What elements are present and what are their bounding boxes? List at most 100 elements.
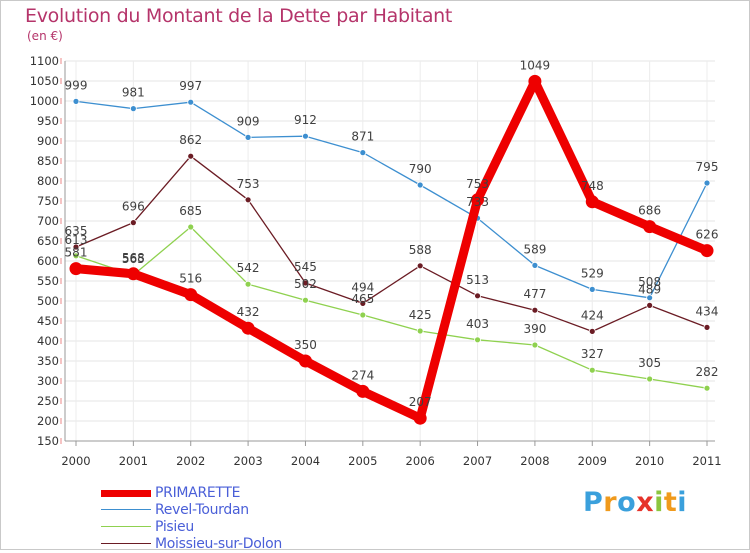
data-label: 635: [65, 224, 88, 238]
data-labels: 581 568 516 432 350 274 207 753 1049 748 686 626 999…: [65, 58, 719, 409]
y-tick-label: 300: [37, 374, 59, 388]
data-point: [244, 280, 252, 288]
data-label: 502: [294, 277, 317, 291]
data-label: 390: [523, 322, 546, 336]
data-point: [129, 105, 137, 112]
data-label: 795: [696, 160, 719, 174]
legend-item-moissieu-sur-dolon: Moissieu-sur-Dolon: [101, 536, 361, 553]
data-label: 581: [65, 246, 88, 260]
data-point: [359, 149, 367, 157]
logo-letter: P: [583, 487, 604, 518]
data-label: 753: [237, 177, 260, 191]
data-point: [646, 301, 654, 309]
legend-label: PRIMARETTE: [155, 485, 241, 501]
x-tick-label: 2011: [692, 454, 721, 468]
data-point: [416, 262, 424, 270]
data-point: [359, 299, 367, 307]
series-line-primarette: [71, 76, 712, 423]
data-label: 862: [179, 133, 202, 147]
data-label: 568: [122, 251, 145, 265]
data-point: [187, 152, 195, 160]
data-label: 508: [638, 275, 661, 289]
data-label: 207: [409, 395, 432, 409]
y-tick-label: 600: [37, 254, 59, 268]
logo-letter: x: [636, 487, 655, 518]
data-label: 327: [581, 347, 604, 361]
data-label: 403: [466, 317, 489, 331]
legend: PRIMARETTE Revel-Tourdan Pisieu Moissieu…: [101, 485, 361, 553]
data-label: 588: [409, 243, 432, 257]
data-label: 545: [294, 260, 317, 274]
data-point: [126, 267, 140, 281]
y-tick-label: 200: [37, 414, 59, 428]
data-label: 613: [65, 233, 88, 247]
data-point: [244, 196, 252, 204]
data-label: 997: [179, 79, 202, 93]
y-tick-label: 950: [37, 114, 59, 128]
chart-title: Evolution du Montant de la Dette par Hab…: [25, 5, 453, 27]
data-point: [72, 252, 80, 260]
data-point: [531, 306, 539, 314]
data-label: 477: [523, 287, 546, 301]
data-point: [588, 366, 596, 374]
logo-letter: r: [603, 487, 618, 518]
data-label: 350: [294, 338, 317, 352]
legend-item-primarette: PRIMARETTE: [101, 485, 361, 502]
data-point: [298, 354, 312, 368]
data-point: [184, 288, 198, 302]
y-tick-label: 800: [37, 174, 59, 188]
x-tick-label: 2000: [61, 454, 90, 468]
x-tick-label: 2002: [176, 454, 205, 468]
logo-letter: i: [677, 487, 688, 518]
data-point: [302, 132, 309, 140]
data-point: [471, 193, 485, 207]
data-label: 981: [122, 86, 145, 100]
legend-item-pisieu: Pisieu: [101, 519, 361, 536]
data-point: [646, 375, 654, 383]
data-point: [416, 181, 424, 189]
legend-label: Revel-Tourdan: [155, 502, 249, 518]
y-tick-label: 1100: [30, 54, 59, 68]
data-point: [588, 327, 596, 335]
data-label: 733: [466, 195, 489, 209]
data-label: 529: [581, 266, 604, 280]
data-label: 753: [466, 177, 489, 191]
data-label: 542: [237, 261, 260, 275]
y-tick-label: 700: [37, 214, 59, 228]
data-point: [474, 336, 481, 344]
x-tick-label: 2010: [635, 454, 664, 468]
x-tick-label: 2009: [578, 454, 607, 468]
data-label: 465: [351, 292, 374, 306]
y-tick-label: 550: [37, 274, 59, 288]
data-point: [474, 292, 481, 300]
data-label: 565: [122, 252, 145, 266]
logo-letter: i: [654, 487, 664, 518]
y-tick-label: 650: [37, 234, 59, 248]
data-label: 424: [581, 308, 604, 322]
x-tick-label: 2001: [119, 454, 148, 468]
y-tick-label: 250: [37, 394, 59, 408]
legend-item-revel-tourdan: Revel-Tourdan: [101, 502, 361, 519]
y-tick-label: 450: [37, 314, 59, 328]
data-label: 871: [351, 130, 374, 144]
data-point: [72, 98, 80, 105]
x-tick-label: 2008: [520, 454, 549, 468]
y-tick-label: 900: [37, 134, 59, 148]
data-point: [531, 341, 539, 349]
data-label: 626: [696, 228, 719, 242]
data-label: 1049: [520, 58, 551, 72]
x-tick-label: 2004: [291, 454, 320, 468]
legend-label: Pisieu: [155, 519, 194, 535]
data-label: 685: [179, 204, 202, 218]
series-lines: [69, 74, 714, 425]
data-point: [302, 279, 309, 287]
data-label: 589: [523, 242, 546, 256]
legend-swatch: [101, 543, 151, 544]
y-tick-label: 1000: [30, 94, 59, 108]
data-point: [643, 220, 657, 234]
data-point: [413, 411, 427, 425]
x-tick-label: 2007: [463, 454, 492, 468]
series-line-moissieu-sur-dolon: [75, 155, 708, 333]
